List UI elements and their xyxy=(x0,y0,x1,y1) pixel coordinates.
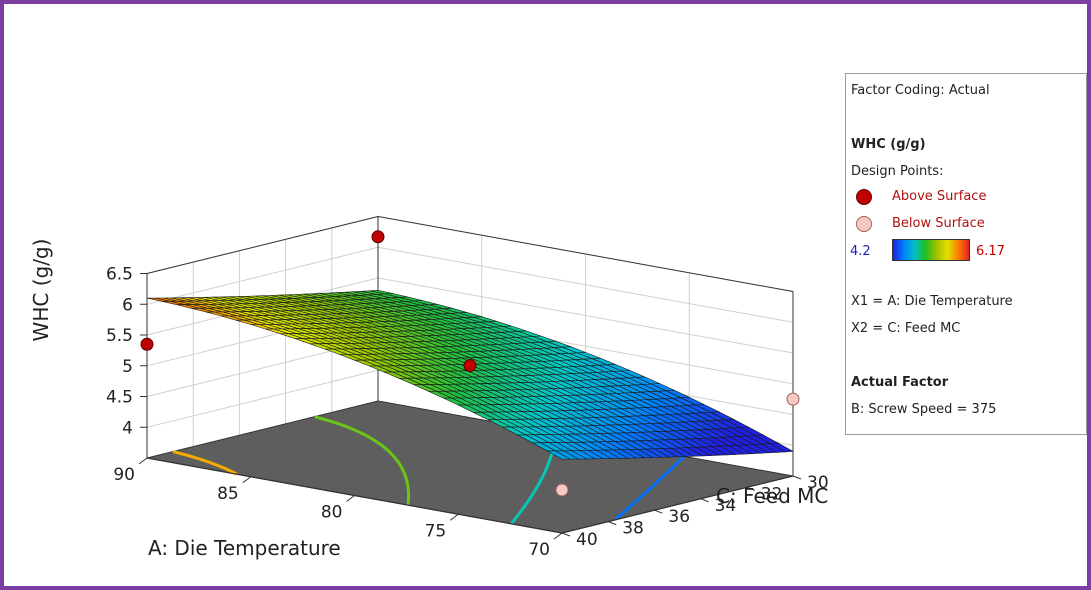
legend-factor-coding: Factor Coding: Actual xyxy=(851,83,990,98)
box-edge xyxy=(377,216,794,292)
surface-cell xyxy=(768,442,795,453)
x-tick-label: 75 xyxy=(425,521,447,541)
legend-actual-factor-title: Actual Factor xyxy=(851,375,949,390)
x-tick-mark xyxy=(449,513,459,521)
z-tick-label: 6.5 xyxy=(106,265,133,285)
z-tick-label: 5 xyxy=(122,357,133,377)
z-axis-title: WHC (g/g) xyxy=(29,239,53,342)
legend-x2: X2 = C: Feed MC xyxy=(851,321,961,336)
y-tick-mark xyxy=(746,486,755,491)
legend-design-points-label: Design Points: xyxy=(851,164,944,179)
z-tick-label: 4.5 xyxy=(106,388,133,408)
tick-labels: 4 4.5 5 5.5 6 6.5 90 85 80 75 70 30 32 34 36 38 40 xyxy=(106,265,829,561)
below-surface-marker xyxy=(856,216,872,232)
z-tick-label: 6 xyxy=(122,295,133,315)
x-tick-label: 90 xyxy=(113,465,135,485)
color-scale-max: 6.17 xyxy=(976,244,1005,259)
y-tick-mark xyxy=(700,498,709,503)
contour-line xyxy=(314,415,410,506)
box-edge xyxy=(146,216,379,274)
legend-panel: Factor Coding: Actual WHC (g/g) Design P… xyxy=(845,73,1087,435)
y-tick-mark xyxy=(561,532,571,537)
x-tick-label: 70 xyxy=(528,540,550,560)
response-surface xyxy=(146,289,795,460)
design-point-above xyxy=(371,230,385,244)
y-tick-label: 40 xyxy=(576,530,598,550)
z-tick-label: 5.5 xyxy=(106,326,133,346)
y-tick-label: 34 xyxy=(715,496,737,516)
x-tick-label: 80 xyxy=(321,503,343,523)
y-tick-mark xyxy=(608,521,617,526)
design-points xyxy=(140,230,800,497)
design-point-above xyxy=(140,337,154,351)
y-tick-label: 38 xyxy=(622,519,644,539)
y-tick-mark xyxy=(654,509,663,514)
legend-response-title: WHC (g/g) xyxy=(851,137,926,152)
x-tick-mark xyxy=(138,457,148,465)
x-tick-mark xyxy=(553,532,563,540)
x-tick-mark xyxy=(346,495,355,502)
design-point-below xyxy=(555,483,569,497)
y-axis-title: C: Feed MC xyxy=(716,484,828,508)
legend-x1: X1 = A: Die Temperature xyxy=(851,294,1013,309)
color-scale-min: 4.2 xyxy=(850,244,871,259)
y-axis-line xyxy=(561,475,794,534)
x-tick-label: 85 xyxy=(217,484,239,504)
contour-line xyxy=(614,455,686,521)
design-point-above xyxy=(463,359,477,373)
axis-titles: WHC (g/g) A: Die Temperature C: Feed MC xyxy=(29,239,828,560)
above-surface-marker xyxy=(856,189,872,205)
contour-line xyxy=(172,450,238,476)
y-tick-mark xyxy=(792,475,802,480)
legend-above-label: Above Surface xyxy=(892,189,987,204)
legend-below-label: Below Surface xyxy=(892,216,985,231)
y-tick-label: 36 xyxy=(668,507,690,527)
x-axis-title: A: Die Temperature xyxy=(148,536,341,560)
legend-actual-factor-value: B: Screw Speed = 375 xyxy=(851,402,997,417)
y-tick-label: 32 xyxy=(761,484,783,504)
z-tick-label: 4 xyxy=(122,418,133,438)
y-tick-label: 30 xyxy=(807,473,829,493)
design-point-below xyxy=(786,392,800,406)
x-tick-mark xyxy=(242,476,252,484)
color-scale-bar xyxy=(892,239,970,261)
